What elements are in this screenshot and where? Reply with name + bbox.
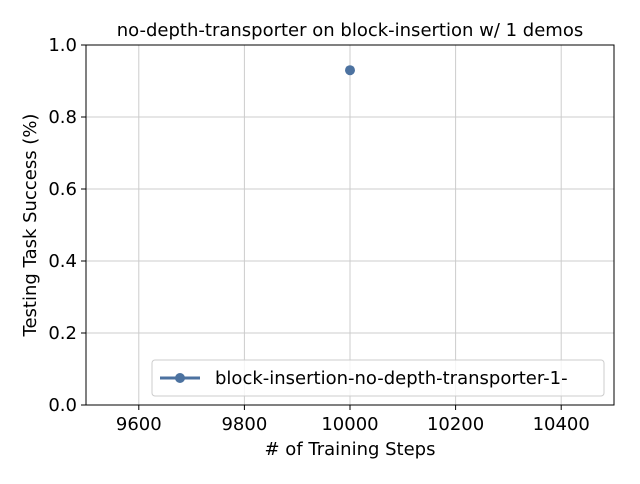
x-tick-label: 9800 — [221, 414, 267, 435]
x-axis-label: # of Training Steps — [265, 439, 436, 460]
legend-label: block-insertion-no-depth-transporter-1- — [215, 368, 568, 389]
chart-title: no-depth-transporter on block-insertion … — [117, 20, 583, 41]
series-layer — [345, 65, 355, 76]
x-tick-label: 9600 — [116, 414, 162, 435]
legend: block-insertion-no-depth-transporter-1- — [151, 359, 605, 397]
data-point — [345, 65, 355, 76]
y-tick-label: 0.8 — [48, 107, 77, 128]
y-tick-label: 0.2 — [48, 323, 77, 344]
legend-marker-sample — [175, 373, 185, 383]
y-tick-label: 0.4 — [48, 251, 77, 272]
legend-box — [151, 359, 605, 397]
y-tick-label: 1.0 — [48, 35, 77, 56]
tick-layer: 9600 9800 10000 10200 10400 0.0 0.2 0.4 0.6 0.8 1.… — [48, 35, 589, 435]
x-tick-label: 10400 — [533, 414, 590, 435]
x-tick-label: 10200 — [427, 414, 484, 435]
y-axis-label: Testing Task Success (%) — [20, 114, 41, 338]
y-tick-label: 0.0 — [48, 395, 77, 416]
x-tick-label: 10000 — [321, 414, 378, 435]
y-tick-label: 0.6 — [48, 179, 77, 200]
grid-layer — [86, 44, 614, 406]
